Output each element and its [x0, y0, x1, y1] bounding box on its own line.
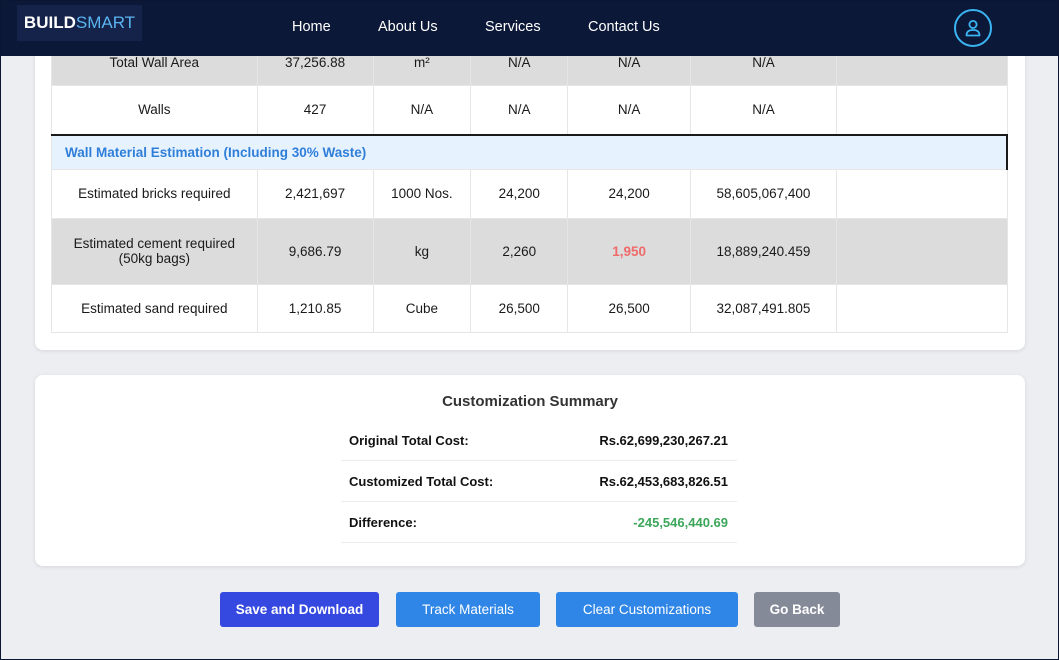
table-cell: 24,200	[567, 169, 692, 219]
summary-difference-value: -245,546,440.69	[633, 515, 728, 530]
summary-row-original: Original Total Cost: Rs.62,699,230,267.2…	[341, 420, 737, 461]
table-cell: Cube	[373, 284, 472, 333]
profile-button[interactable]	[954, 9, 992, 47]
table-cell: 18,889,240.459	[690, 218, 837, 285]
table-cell: 9,686.79	[257, 218, 374, 285]
table-cell: 32,087,491.805	[690, 284, 837, 333]
summary-label: Original Total Cost:	[349, 433, 469, 448]
table-row-sand: Estimated sand required 1,210.85 Cube 26…	[51, 284, 1008, 333]
table-section-header: Wall Material Estimation (Including 30% …	[51, 134, 1008, 170]
top-navbar: BUILD SMART Home About Us Services Contac…	[1, 1, 1058, 56]
save-and-download-button[interactable]: Save and Download	[220, 592, 379, 627]
table-cell: Estimated sand required	[51, 284, 258, 333]
table-cell: 2,421,697	[257, 169, 374, 219]
nav-about-link[interactable]: About Us	[378, 19, 438, 35]
table-cell: 1,210.85	[257, 284, 374, 333]
estimation-table: Total Wall Area 37,256.88 m² N/A N/A N/A…	[51, 41, 1008, 333]
nav-links: Home About Us Services Contact Us	[1, 1, 1058, 56]
table-cell: N/A	[690, 85, 837, 136]
track-materials-button[interactable]: Track Materials	[396, 592, 540, 627]
table-cell: 1000 Nos.	[373, 169, 472, 219]
table-cell: N/A	[373, 85, 472, 136]
table-cell: 58,605,067,400	[690, 169, 837, 219]
table-cell: 2,260	[470, 218, 569, 285]
summary-label: Customized Total Cost:	[349, 474, 494, 489]
clear-customizations-button[interactable]: Clear Customizations	[556, 592, 738, 627]
table-cell: N/A	[567, 85, 692, 136]
nav-contact-link[interactable]: Contact Us	[588, 19, 660, 35]
table-cell	[836, 218, 1008, 285]
brand-logo[interactable]: BUILD SMART	[17, 5, 142, 41]
customization-summary-card: Customization Summary Original Total Cos…	[35, 375, 1025, 566]
table-cell: Estimated cement required (50kg bags)	[51, 218, 258, 285]
summary-label: Difference:	[349, 515, 417, 530]
table-cell: Estimated bricks required	[51, 169, 258, 219]
section-title: Wall Material Estimation (Including 30% …	[51, 134, 1008, 170]
table-row-walls: Walls 427 N/A N/A N/A N/A	[51, 85, 1008, 136]
table-cell	[836, 85, 1008, 136]
summary-row-difference: Difference: -245,546,440.69	[341, 502, 737, 543]
summary-value: Rs.62,699,230,267.21	[599, 433, 728, 448]
table-row-cement: Estimated cement required (50kg bags) 9,…	[51, 218, 1008, 285]
customized-price-cell: 1,950	[567, 218, 692, 285]
table-row-bricks: Estimated bricks required 2,421,697 1000…	[51, 169, 1008, 219]
brand-logo-part2: SMART	[75, 13, 136, 32]
nav-services-link[interactable]: Services	[485, 19, 541, 35]
table-cell: 24,200	[470, 169, 569, 219]
summary-title: Customization Summary	[442, 393, 618, 410]
estimation-table-card: Total Wall Area 37,256.88 m² N/A N/A N/A…	[35, 41, 1025, 350]
table-cell: 26,500	[567, 284, 692, 333]
table-cell: kg	[373, 218, 472, 285]
nav-home-link[interactable]: Home	[292, 19, 331, 35]
table-cell	[836, 169, 1008, 219]
user-icon	[965, 20, 981, 37]
summary-row-customized: Customized Total Cost: Rs.62,453,683,826…	[341, 461, 737, 502]
summary-value: Rs.62,453,683,826.51	[599, 474, 728, 489]
table-cell: 26,500	[470, 284, 569, 333]
table-cell: 427	[257, 85, 374, 136]
go-back-button[interactable]: Go Back	[754, 592, 840, 627]
table-cell	[836, 284, 1008, 333]
table-cell: N/A	[470, 85, 569, 136]
table-cell: Walls	[51, 85, 258, 136]
brand-logo-part1: BUILD	[23, 13, 76, 32]
